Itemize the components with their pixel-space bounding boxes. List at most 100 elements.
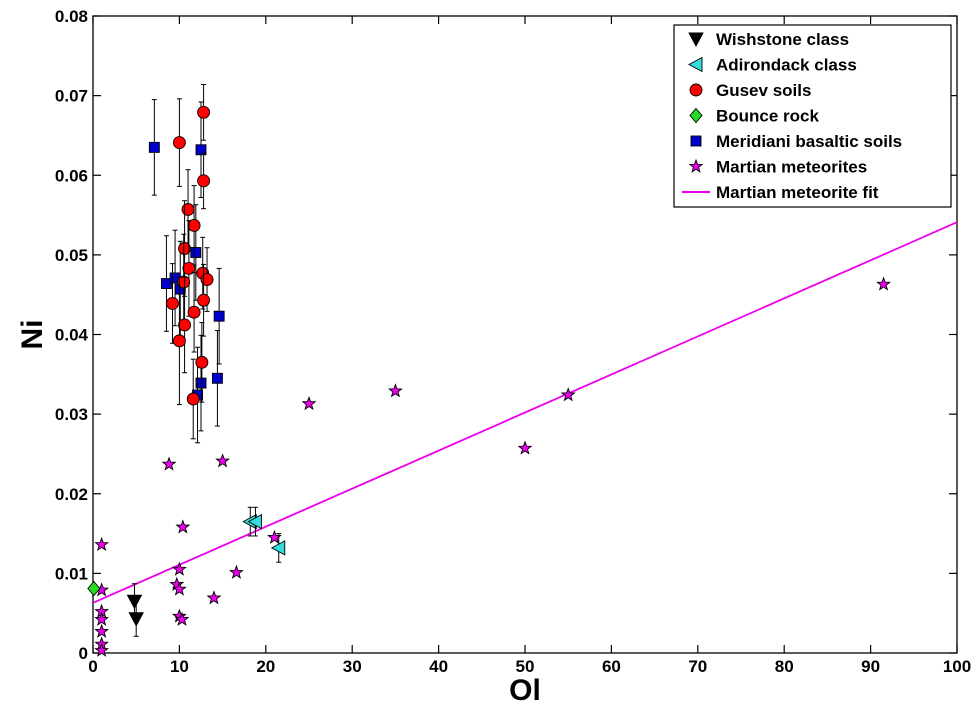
- data-point: [171, 561, 187, 576]
- data-point: [197, 105, 211, 119]
- y-tick-label: 0: [79, 644, 88, 663]
- data-point: [247, 513, 262, 530]
- data-point: [195, 377, 207, 389]
- data-point: [876, 276, 891, 291]
- x-tick-label: 10: [170, 657, 189, 676]
- legend-item: Martian meteorite fit: [682, 183, 879, 202]
- x-tick-label: 60: [602, 657, 621, 676]
- y-tick-label: 0.06: [55, 166, 88, 185]
- series-meridiani-basaltic-soils: [148, 99, 225, 444]
- legend-label: Bounce rock: [716, 107, 820, 126]
- x-tick-label: 40: [429, 657, 448, 676]
- legend-label: Martian meteorites: [716, 158, 867, 177]
- x-tick-label: 30: [343, 657, 362, 676]
- data-point: [211, 372, 223, 384]
- data-point: [94, 536, 110, 552]
- legend: Wishstone class Adirondack class Gusev soi…: [673, 24, 952, 208]
- data-point: [94, 642, 110, 657]
- legend-item: Gusev soils: [689, 81, 811, 100]
- series-bounce-rock: [87, 580, 101, 597]
- data-point: [301, 395, 317, 411]
- x-tick-label: 100: [943, 657, 971, 676]
- data-point: [200, 273, 214, 287]
- data-point: [171, 581, 187, 596]
- data-point: [186, 392, 200, 406]
- legend-label: Meridiani basaltic soils: [716, 132, 902, 151]
- series-adirondack-class: [242, 506, 286, 563]
- data-point: [174, 611, 190, 626]
- x-tick-label: 50: [516, 657, 535, 676]
- data-point: [187, 218, 201, 232]
- series-martian-meteorites: [94, 276, 891, 657]
- data-point: [213, 310, 225, 322]
- data-point: [126, 594, 143, 610]
- legend-label: Gusev soils: [716, 81, 811, 100]
- data-point: [87, 580, 101, 597]
- legend-box: [673, 24, 952, 208]
- series-gusev-soils: [166, 83, 214, 440]
- x-tick-label: 80: [775, 657, 794, 676]
- y-tick-label: 0.07: [55, 87, 88, 106]
- data-point: [148, 141, 160, 153]
- legend-label: Wishstone class: [716, 30, 849, 49]
- data-point: [175, 519, 191, 534]
- data-point: [195, 144, 207, 156]
- legend-marker: [689, 107, 703, 124]
- legend-label: Adirondack class: [716, 56, 857, 75]
- legend-item: Bounce rock: [689, 107, 820, 126]
- legend-marker: [688, 158, 704, 173]
- legend-label: Martian meteorite fit: [716, 183, 879, 202]
- data-point: [177, 275, 191, 289]
- legend-marker: [688, 32, 704, 47]
- x-tick-label: 90: [861, 657, 880, 676]
- data-point: [560, 387, 576, 402]
- legend-marker: [689, 83, 703, 97]
- data-point: [166, 296, 179, 310]
- data-point: [178, 318, 192, 332]
- data-point: [94, 623, 110, 638]
- data-point: [195, 355, 209, 369]
- data-point: [197, 174, 211, 188]
- legend-item: Martian meteorites: [688, 158, 867, 177]
- labels-layer: 0 10 20 30 40 50 60 70 80 90 100 0 0.01 0.02 0.03 0.04 0…: [16, 7, 971, 706]
- y-tick-label: 0.04: [55, 326, 89, 345]
- data-point: [181, 203, 195, 216]
- data-point: [215, 453, 231, 468]
- data-point: [228, 564, 244, 579]
- x-axis-title: Ol: [509, 674, 541, 706]
- data-point: [387, 383, 403, 398]
- y-tick-label: 0.05: [55, 246, 88, 265]
- data-point: [187, 305, 201, 319]
- y-tick-label: 0.03: [55, 405, 88, 424]
- y-tick-label: 0.02: [55, 485, 88, 504]
- data-point: [190, 247, 202, 258]
- y-tick-label: 0.01: [55, 564, 88, 583]
- data-point: [182, 261, 196, 275]
- data-point: [172, 334, 186, 348]
- legend-item: Meridiani basaltic soils: [690, 132, 902, 151]
- series-wishstone-class: [126, 583, 144, 637]
- data-point: [197, 293, 211, 307]
- legend-marker: [688, 56, 703, 73]
- data-point: [270, 540, 286, 556]
- data-point: [517, 440, 533, 455]
- data-point: [128, 612, 144, 627]
- legend-marker: [690, 135, 702, 147]
- data-point: [172, 136, 186, 150]
- x-tick-label: 70: [688, 657, 707, 676]
- data-point: [206, 590, 222, 605]
- y-axis-title: Ni: [16, 320, 49, 350]
- points-layer: [87, 83, 891, 657]
- x-tick-label: 0: [88, 657, 97, 676]
- legend-item: Wishstone class: [688, 30, 849, 49]
- fit-layer: [92, 221, 958, 604]
- fit-line: [92, 221, 958, 604]
- data-point: [178, 242, 192, 255]
- data-point: [160, 278, 172, 289]
- legend-item: Adirondack class: [688, 56, 857, 75]
- data-point: [161, 456, 177, 471]
- data-point: [94, 611, 110, 626]
- x-tick-label: 20: [256, 657, 275, 676]
